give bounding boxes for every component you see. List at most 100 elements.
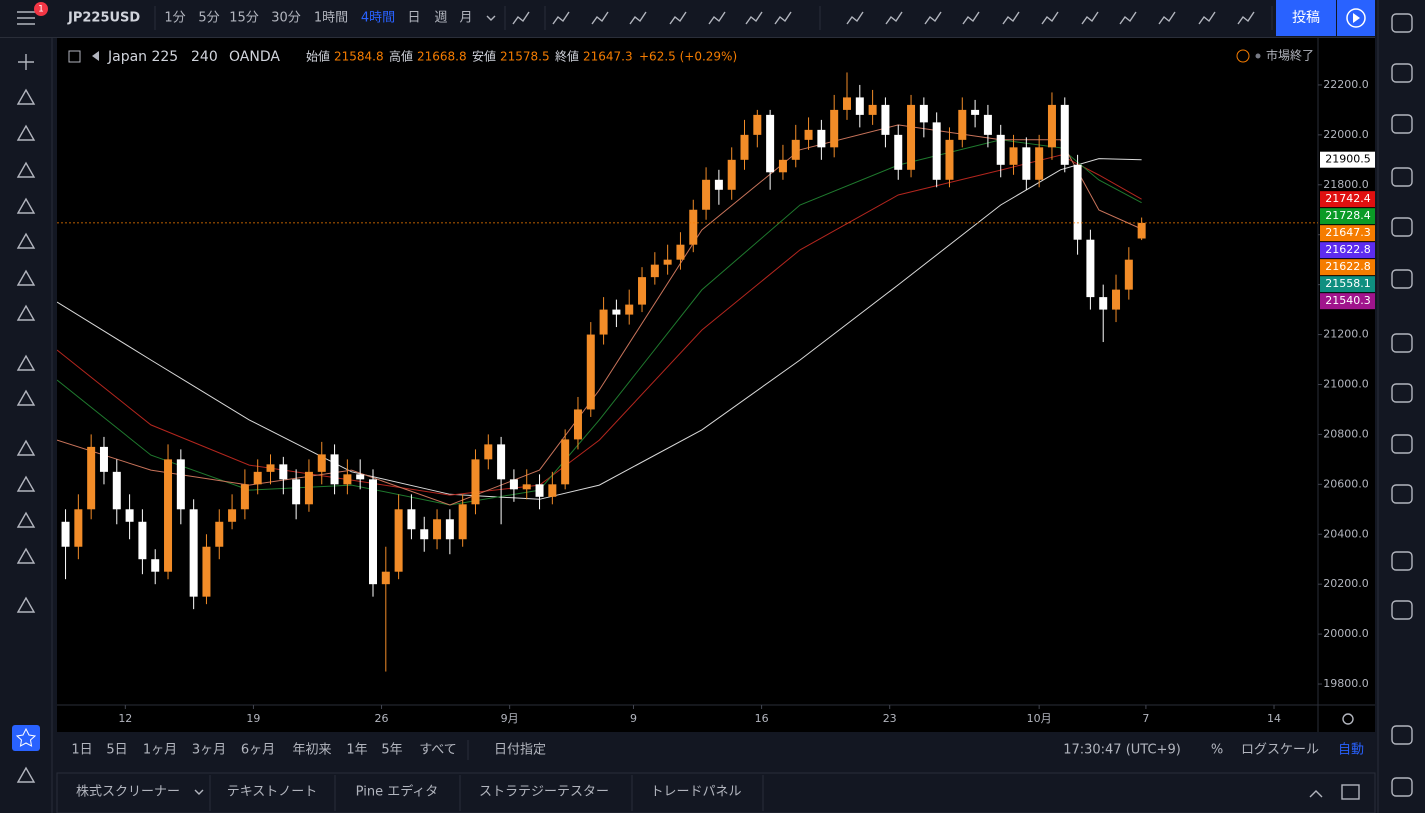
sidebar-icon[interactable] (1391, 63, 1413, 83)
interval-button[interactable]: 30分 (271, 11, 301, 26)
legend-collapse[interactable] (92, 51, 99, 61)
drawing-tool[interactable] (16, 766, 36, 783)
drawing-tool[interactable] (16, 475, 36, 492)
sidebar-icon[interactable] (1391, 600, 1413, 620)
interval-button[interactable]: 月 (459, 11, 472, 26)
toolbar-icon[interactable] (669, 11, 687, 25)
range-button[interactable]: 5日 (106, 743, 127, 758)
toolbar-icon[interactable] (708, 11, 726, 25)
sidebar-icon[interactable] (1391, 13, 1413, 33)
drawing-tool[interactable] (16, 304, 36, 321)
toolbar-icon[interactable] (1041, 11, 1059, 25)
toolbar-icon[interactable] (1081, 11, 1099, 25)
toolbar-icon[interactable] (924, 11, 942, 25)
interval-button[interactable]: 日 (407, 11, 420, 26)
toolbar-icon[interactable] (846, 11, 864, 25)
percent-scale[interactable]: % (1211, 743, 1223, 758)
ohlc-value: 21668.8 (417, 50, 467, 64)
range-button[interactable]: 6ヶ月 (241, 743, 275, 758)
range-button[interactable]: 1ヶ月 (143, 743, 177, 758)
toolbar-icon[interactable] (1237, 11, 1255, 25)
sidebar-icon[interactable] (1391, 777, 1413, 797)
range-button[interactable]: 1年 (346, 743, 367, 758)
sidebar-icon[interactable] (1391, 269, 1413, 289)
drawing-tool[interactable] (18, 54, 34, 70)
range-button[interactable]: すべて (419, 743, 457, 758)
candle-body (317, 454, 326, 472)
drawing-tool[interactable] (16, 439, 36, 456)
toolbar-icon[interactable] (629, 11, 647, 25)
interval-button[interactable]: 5分 (198, 11, 219, 26)
panel-tab[interactable]: テキストノート (227, 785, 318, 800)
sidebar-icon[interactable] (1391, 551, 1413, 571)
auto-scale[interactable]: 自動 (1338, 743, 1364, 758)
drawing-tool[interactable] (16, 354, 36, 371)
drawing-tool[interactable] (16, 88, 36, 105)
toolbar-icon[interactable] (1119, 11, 1137, 25)
toolbar-icon[interactable] (745, 11, 763, 25)
range-button[interactable]: 3ヶ月 (192, 743, 226, 758)
panel-expand[interactable] (1309, 790, 1323, 798)
interval-button[interactable]: 4時間 (361, 11, 395, 26)
candle-body (983, 114, 992, 135)
interval-button[interactable]: 1分 (164, 11, 185, 26)
y-tick-label: 22000.0 (1323, 128, 1369, 141)
price-label: 21622.8 (1325, 243, 1371, 256)
drawing-tool[interactable] (16, 389, 36, 406)
interval-button[interactable]: 1時間 (314, 11, 348, 26)
sidebar-icon[interactable] (1391, 217, 1413, 237)
sidebar-icon[interactable] (1391, 114, 1413, 134)
symbol[interactable]: JP225USD (67, 11, 140, 26)
toolbar-icon[interactable] (552, 11, 570, 25)
candle-body (1009, 147, 1018, 165)
toolbar-icon[interactable] (1158, 11, 1176, 25)
candle-body (125, 509, 134, 522)
interval-button[interactable]: 週 (434, 11, 447, 26)
candle-body (292, 479, 301, 505)
drawing-tool[interactable] (16, 269, 36, 286)
sidebar-icon[interactable] (1391, 167, 1413, 187)
panel-tab[interactable]: ストラテジーテスター (479, 785, 609, 800)
range-button[interactable]: 年初来 (292, 742, 331, 758)
post-button[interactable] (1276, 0, 1336, 36)
panel-tab[interactable]: Pine エディタ (356, 784, 439, 800)
log-scale[interactable]: ログスケール (1241, 743, 1319, 758)
panel-maximize[interactable] (1341, 784, 1360, 800)
sidebar-icon[interactable] (1391, 434, 1413, 454)
drawing-tool[interactable] (16, 232, 36, 249)
toolbar-icon[interactable] (512, 11, 530, 25)
sidebar-icon[interactable] (1391, 725, 1413, 745)
sidebar-icon[interactable] (1391, 383, 1413, 403)
menu-button[interactable] (17, 11, 35, 25)
drawing-tool[interactable] (16, 596, 36, 613)
range-button[interactable]: 1日 (71, 743, 92, 758)
legend-interval: 240 (191, 49, 218, 65)
interval-button[interactable]: 15分 (229, 11, 259, 26)
sidebar-icon[interactable] (1391, 333, 1413, 353)
custom-range[interactable]: 日付指定 (494, 743, 546, 758)
panel-tab[interactable]: トレードパネル (650, 785, 741, 800)
drawing-tool[interactable] (16, 511, 36, 528)
range-button[interactable]: 5年 (381, 743, 402, 758)
toolbar-icon[interactable] (1002, 11, 1020, 25)
drawing-tool[interactable] (16, 161, 36, 178)
toolbar-icon[interactable] (774, 11, 792, 25)
candle-body (650, 264, 659, 278)
y-tick-label: 20800.0 (1323, 427, 1369, 440)
drawing-tool[interactable] (16, 547, 36, 564)
toolbar-icon[interactable] (591, 11, 609, 25)
interval-dropdown (486, 15, 496, 21)
candle-body (599, 309, 608, 335)
sidebar-icon[interactable] (1391, 484, 1413, 504)
favorites-button[interactable] (12, 725, 40, 751)
toolbar-icon[interactable] (885, 11, 903, 25)
candle-body (830, 109, 839, 148)
panel-tab[interactable]: 株式スクリーナー (76, 785, 180, 800)
drawing-tool[interactable] (16, 124, 36, 141)
candle-body (87, 446, 96, 510)
legend-toggle[interactable] (68, 50, 81, 63)
drawing-tool[interactable] (16, 197, 36, 214)
toolbar-icon[interactable] (962, 11, 980, 25)
toolbar-icon[interactable] (1198, 11, 1216, 25)
settings-icon[interactable] (1342, 713, 1354, 725)
